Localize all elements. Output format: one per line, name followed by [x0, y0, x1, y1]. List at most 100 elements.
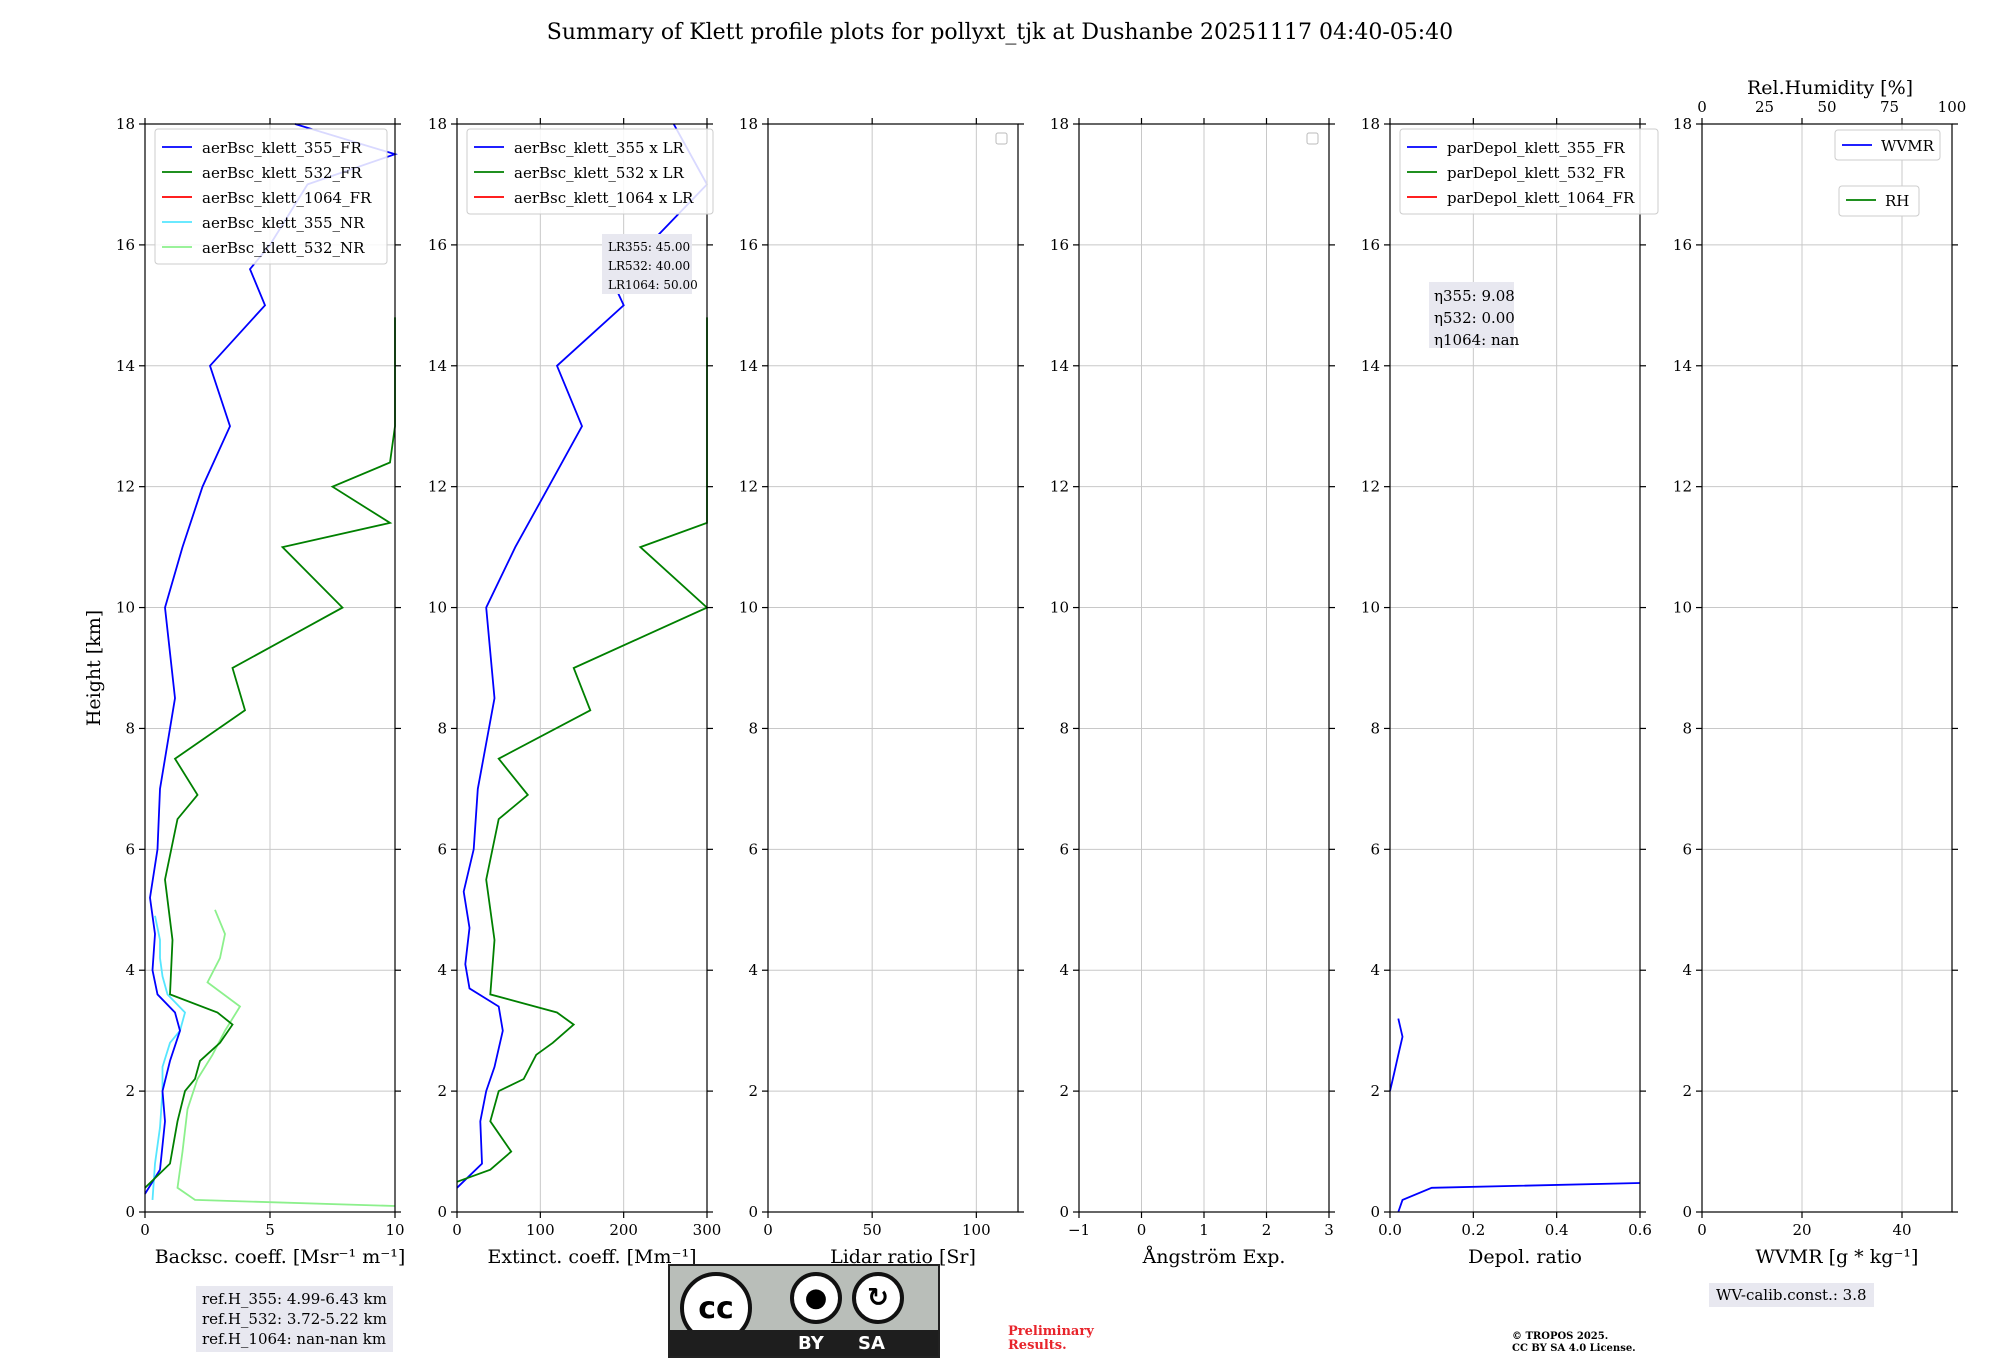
- y-axis-label: Height [km]: [83, 610, 105, 726]
- top-tick-label: 100: [1938, 98, 1967, 116]
- legend-box: [466, 128, 714, 215]
- x-tick-label: 20: [1792, 1221, 1811, 1239]
- y-tick-label: 0: [437, 1203, 447, 1221]
- legend-box: [1399, 128, 1659, 215]
- y-tick-label: 6: [125, 840, 135, 858]
- y-tick-label: 18: [739, 115, 758, 133]
- x-axis-label: Extinct. coeff. [Mm⁻¹]: [487, 1246, 696, 1268]
- y-tick-label: 4: [1370, 961, 1380, 979]
- series-line-aerBsc_klett_532_NR: [176, 909, 396, 1207]
- y-tick-label: 6: [1370, 840, 1380, 858]
- legend-label: aerBsc_klett_532 x LR: [514, 164, 685, 182]
- y-tick-label: 0: [1682, 1203, 1692, 1221]
- series-line-aerBsc_klett_355_FR: [144, 123, 398, 1195]
- axes-frame: [1389, 123, 1641, 1213]
- legend-box: [154, 128, 388, 265]
- y-tick-label: 8: [1682, 719, 1692, 737]
- y-tick-label: 12: [1361, 478, 1380, 496]
- series-line-aerBsc_klett_355_NR: [151, 915, 187, 1200]
- lr-box-bg: [602, 234, 692, 294]
- wv-calibration-box: WV-calib.const.: 3.8: [1709, 1283, 1874, 1307]
- y-tick-label: 8: [1370, 719, 1380, 737]
- cc-by-label: BY: [798, 1333, 824, 1354]
- lr-box-text: LR355: 45.00: [608, 240, 690, 254]
- top-tick-label: 0: [1697, 98, 1707, 116]
- x-tick-label: 300: [693, 1221, 722, 1239]
- y-tick-label: 12: [1673, 478, 1692, 496]
- y-tick-label: 4: [748, 961, 758, 979]
- x-tick-label: 0.4: [1545, 1221, 1569, 1239]
- legend-label: aerBsc_klett_355 x LR: [514, 139, 685, 157]
- x-tick-label: 40: [1892, 1221, 1911, 1239]
- y-tick-label: 2: [748, 1082, 758, 1100]
- y-tick-label: 12: [739, 478, 758, 496]
- x-tick-label: 2: [1262, 1221, 1272, 1239]
- series-line-parDepol_klett_355_FR: [1397, 1182, 1641, 1213]
- x-tick-label: 0: [452, 1221, 462, 1239]
- y-tick-label: 16: [116, 236, 135, 254]
- y-tick-label: 2: [1370, 1082, 1380, 1100]
- y-tick-label: 10: [739, 599, 758, 617]
- y-tick-label: 10: [428, 599, 447, 617]
- y-tick-label: 18: [428, 115, 447, 133]
- series-line-aerBsc_klett_532 x LR: [456, 317, 709, 1183]
- y-tick-label: 12: [428, 478, 447, 496]
- x-tick-label: 0.2: [1461, 1221, 1485, 1239]
- y-tick-label: 14: [1673, 357, 1692, 375]
- series-line-aerBsc_klett_532_FR: [144, 317, 396, 1189]
- legend-box: [1834, 129, 1941, 161]
- y-tick-label: 8: [437, 719, 447, 737]
- top-tick-label: 50: [1817, 98, 1836, 116]
- x-tick-label: 0.6: [1628, 1221, 1652, 1239]
- y-tick-label: 16: [1050, 236, 1069, 254]
- x-axis-label: Ångström Exp.: [1142, 1246, 1286, 1268]
- y-tick-label: 2: [125, 1082, 135, 1100]
- panel-depol: 0 2 4 6 8 10 12 14 16 18 0.0 0.2 0.4 0.6 Depol. ratio p…: [1361, 115, 1659, 1268]
- legend-rh: RH: [1838, 185, 1920, 217]
- panel-extinction: 0 2 4 6 8 10 12 14 16 18 0 100 200 300 Extinct. coeff.…: [428, 115, 721, 1268]
- y-tick-label: 12: [116, 478, 135, 496]
- panel-backscatter: 0 2 4 6 8 10 12 14 16 18 0 5 10 Backsc. coeff. [Msr⁻¹…: [83, 115, 405, 1268]
- lr-box-text: LR532: 40.00: [608, 259, 690, 273]
- y-tick-label: 10: [1361, 599, 1380, 617]
- legend-label: RH: [1885, 192, 1909, 210]
- x-axis-label: Depol. ratio: [1468, 1246, 1582, 1268]
- cc-license-logo: cc ● ↻ BY SA: [668, 1264, 940, 1358]
- legend-label: aerBsc_klett_532_FR: [202, 164, 362, 182]
- eta-box-text: η1064: nan: [1434, 331, 1520, 349]
- y-tick-label: 10: [1673, 599, 1692, 617]
- eta-box-text: η355: 9.08: [1434, 287, 1515, 305]
- y-tick-label: 14: [428, 357, 447, 375]
- y-tick-label: 12: [1050, 478, 1069, 496]
- y-tick-label: 14: [739, 357, 758, 375]
- legend: aerBsc_klett_355 x LR aerBsc_klett_532 x …: [466, 128, 714, 215]
- legend-label: aerBsc_klett_1064_FR: [202, 189, 372, 207]
- y-tick-label: 8: [748, 719, 758, 737]
- x-tick-label: 1: [1199, 1221, 1209, 1239]
- x-tick-label: 200: [609, 1221, 638, 1239]
- y-tick-label: 4: [1682, 961, 1692, 979]
- y-tick-label: 14: [1361, 357, 1380, 375]
- y-tick-label: 4: [1059, 961, 1069, 979]
- axes-frame: [1701, 123, 1953, 1213]
- empty-legend-box: [995, 132, 1008, 145]
- y-tick-label: 10: [1050, 599, 1069, 617]
- y-tick-label: 8: [1059, 719, 1069, 737]
- legend-label: parDepol_klett_1064_FR: [1447, 189, 1635, 207]
- x-axis-label: WVMR [g * kg⁻¹]: [1756, 1246, 1919, 1268]
- y-tick-label: 0: [125, 1203, 135, 1221]
- eta-box-bg: [1429, 282, 1514, 348]
- x-tick-label: 5: [265, 1221, 275, 1239]
- x-tick-label: 0: [1697, 1221, 1707, 1239]
- legend-box: [1838, 185, 1920, 217]
- y-tick-label: 6: [748, 840, 758, 858]
- preliminary-results-note: Preliminary Results.: [1008, 1324, 1094, 1353]
- ref-height-532: ref.H_532: 3.72-5.22 km: [202, 1310, 387, 1328]
- series-line-aerBsc_klett_355 x LR: [456, 123, 709, 1189]
- axes-frame: [456, 123, 708, 1213]
- y-tick-label: 14: [116, 357, 135, 375]
- y-tick-label: 16: [739, 236, 758, 254]
- y-tick-label: 2: [1059, 1082, 1069, 1100]
